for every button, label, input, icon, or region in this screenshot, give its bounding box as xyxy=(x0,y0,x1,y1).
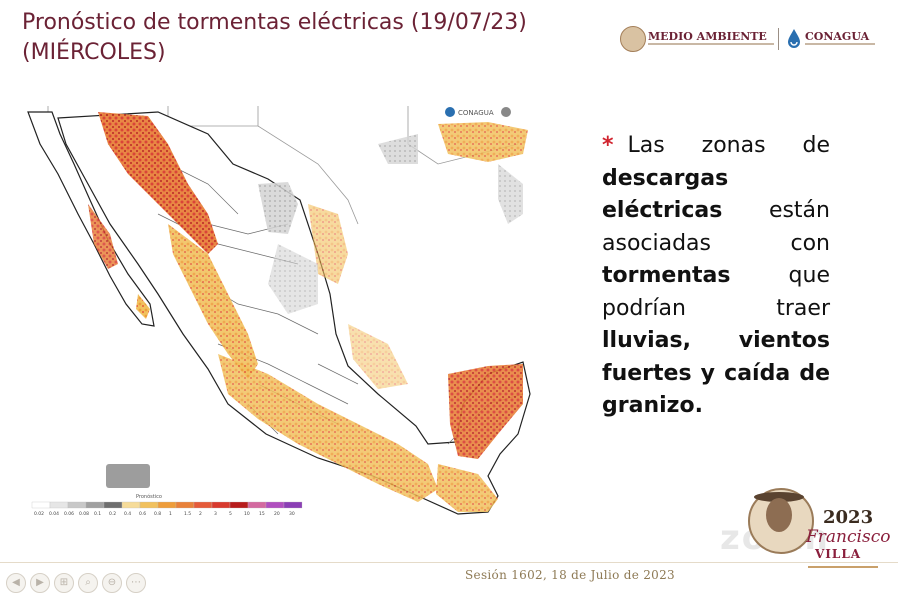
legend-tick-label: 0.04 xyxy=(49,511,59,517)
logo-year: 2023 xyxy=(823,507,874,528)
title-line-2: (MIÉRCOLES) xyxy=(22,40,166,65)
government-logos: MEDIO AMBIENTE CONAGUA xyxy=(620,26,882,54)
medio-ambiente-subtitle-line xyxy=(648,43,774,45)
asterisk-marker: * xyxy=(602,133,614,158)
mexico-map-svg: CONAGUA Pronóstico 0.02 0.04 0.06 0.08 0.1 0.… xyxy=(27,104,531,517)
conagua-subtitle-line xyxy=(805,43,875,45)
forecast-zones xyxy=(88,112,528,512)
legend-tick-label: 0.1 xyxy=(94,511,101,517)
legend-swatch xyxy=(157,501,177,509)
legend-color-bar xyxy=(31,501,303,509)
legend-tick-label: 0.8 xyxy=(154,511,161,517)
conagua-logo-text: CONAGUA xyxy=(805,30,870,43)
zoom-in-button[interactable]: ⌕ xyxy=(78,573,98,593)
logo-subtitle-line xyxy=(808,566,878,568)
slide-grid-button[interactable]: ⊞ xyxy=(54,573,74,593)
presentation-toolbar: ◀ ▶ ⊞ ⌕ ⊖ ⋯ xyxy=(6,573,156,593)
legend-swatch xyxy=(31,501,51,509)
villa-face-icon xyxy=(766,498,792,532)
legend-swatch xyxy=(247,501,267,509)
text-intro: Las zonas de xyxy=(627,133,830,158)
legend-swatch xyxy=(265,501,285,509)
legend-tick-label: 2 xyxy=(199,511,202,517)
legend-swatch xyxy=(283,501,303,509)
legend-tick-label: 15 xyxy=(259,511,265,517)
legend-swatch xyxy=(67,501,87,509)
villa-hat-icon xyxy=(754,492,804,502)
legend-swatch xyxy=(121,501,141,509)
explanation-paragraph: * Las zonas de descargas eléctricas están… xyxy=(602,130,830,423)
legend-tick-label: 3 xyxy=(214,511,217,517)
legend-swatch xyxy=(103,501,123,509)
more-options-button[interactable]: ⋯ xyxy=(126,573,146,593)
slide-title: Pronóstico de tormentas eléctricas (19/0… xyxy=(22,8,582,68)
text-mid-1: están asociadas con xyxy=(602,198,830,256)
text-bold-lluvias: lluvias, vientos fuertes y caída de gran… xyxy=(602,328,830,418)
legend-tick-label: 10 xyxy=(244,511,250,517)
legend-swatch xyxy=(211,501,231,509)
legend-tick-labels: 0.02 0.04 0.06 0.08 0.1 0.2 0.4 0.6 0.8 1 1.5 2 3 5 10… xyxy=(34,511,295,517)
previous-slide-button[interactable]: ◀ xyxy=(6,573,26,593)
legend-tick-label: 30 xyxy=(289,511,295,517)
legend-tick-label: 1.5 xyxy=(184,511,191,517)
text-bold-tormentas: tormentas xyxy=(602,263,731,288)
text-mid-2: que podrían traer xyxy=(602,263,830,321)
conagua-drop-icon xyxy=(788,29,800,48)
legend-swatch xyxy=(175,501,195,509)
logo-name: Francisco xyxy=(806,527,891,547)
next-slide-button[interactable]: ▶ xyxy=(30,573,50,593)
zoom-out-button[interactable]: ⊖ xyxy=(102,573,122,593)
legend-tick-label: 0.6 xyxy=(139,511,146,517)
logo-separator xyxy=(778,28,779,50)
logo-surname: VILLA xyxy=(815,547,862,561)
legend-title: Pronóstico xyxy=(136,493,162,500)
legend-tick-label: 0.06 xyxy=(64,511,74,517)
legend-tick-label: 0.02 xyxy=(34,511,44,517)
legend-tick-label: 5 xyxy=(229,511,232,517)
medio-ambiente-logo-text: MEDIO AMBIENTE xyxy=(648,30,767,43)
footer-divider xyxy=(0,562,898,563)
legend-swatch xyxy=(229,501,249,509)
legend-swatch xyxy=(139,501,159,509)
map-inset-logos: CONAGUA xyxy=(442,104,530,120)
legend-tick-label: 0.2 xyxy=(109,511,116,517)
session-footer: Sesión 1602, 18 de Julio de 2023 xyxy=(465,568,675,582)
legend-swatch xyxy=(193,501,213,509)
medio-ambiente-seal-icon xyxy=(620,26,646,52)
inset-logo-text: CONAGUA xyxy=(458,109,494,117)
map-legend: Pronóstico 0.02 0.04 0.06 0.08 0.1 0.2 0.4 0.6 0… xyxy=(31,464,303,517)
lightning-forecast-map: CONAGUA Pronóstico 0.02 0.04 0.06 0.08 0.1 0.… xyxy=(18,104,534,522)
legend-tick-label: 0.4 xyxy=(124,511,131,517)
legend-tick-label: 0.08 xyxy=(79,511,89,517)
legend-tick-label: 1 xyxy=(169,511,172,517)
legend-small-map-icon xyxy=(106,464,150,488)
legend-tick-label: 20 xyxy=(274,511,280,517)
title-line-1: Pronóstico de tormentas eléctricas (19/0… xyxy=(22,10,527,35)
legend-swatch xyxy=(85,501,105,509)
legend-swatch xyxy=(49,501,69,509)
text-bold-descargas: descargas eléctricas xyxy=(602,165,729,224)
